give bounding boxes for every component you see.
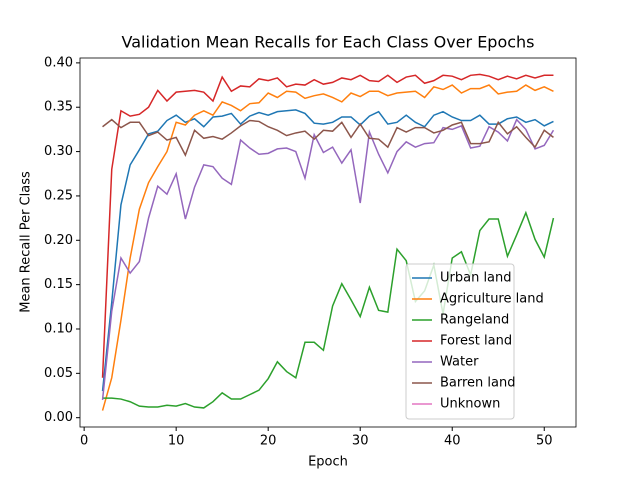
y-tick-label: 0.05: [44, 366, 73, 381]
y-tick-label: 0.25: [44, 188, 73, 203]
legend-box: [405, 263, 515, 420]
legend-label: Barren land: [440, 376, 516, 391]
y-tick-label: 0.35: [44, 100, 73, 115]
legend-label: Agriculture land: [440, 292, 544, 307]
y-tick-label: 0.20: [44, 233, 73, 248]
series-line: [101, 73, 554, 378]
legend-label: Forest land: [440, 334, 512, 349]
y-tick-label: 0.30: [44, 144, 73, 159]
legend-label: Urban land: [440, 271, 512, 286]
x-tick-label: 10: [168, 434, 185, 449]
y-tick-label: 0.10: [44, 321, 73, 336]
chart-title: Validation Mean Recalls for Each Class O…: [121, 33, 534, 52]
series-line: [102, 210, 555, 409]
legend-label: Unknown: [440, 397, 500, 412]
y-tick-label: 0.15: [44, 277, 73, 292]
series-line: [101, 109, 554, 392]
x-tick-label: 30: [352, 434, 369, 449]
series-line: [101, 84, 554, 411]
y-tick-label: 0.40: [44, 55, 73, 70]
x-tick-label: 50: [536, 434, 553, 449]
series-line: [101, 118, 555, 401]
x-tick-label: 0: [80, 434, 88, 449]
series-line: [102, 118, 554, 157]
legend-label: Rangeland: [440, 313, 509, 328]
x-tick-label: 40: [444, 434, 461, 449]
legend-label: Water: [440, 355, 479, 370]
y-axis-label: Mean Recall Per Class: [19, 171, 34, 313]
x-tick-label: 20: [260, 434, 277, 449]
x-axis-label: Epoch: [308, 455, 348, 470]
plot-frame: [79, 57, 577, 428]
y-tick-label: 0.00: [44, 410, 73, 425]
